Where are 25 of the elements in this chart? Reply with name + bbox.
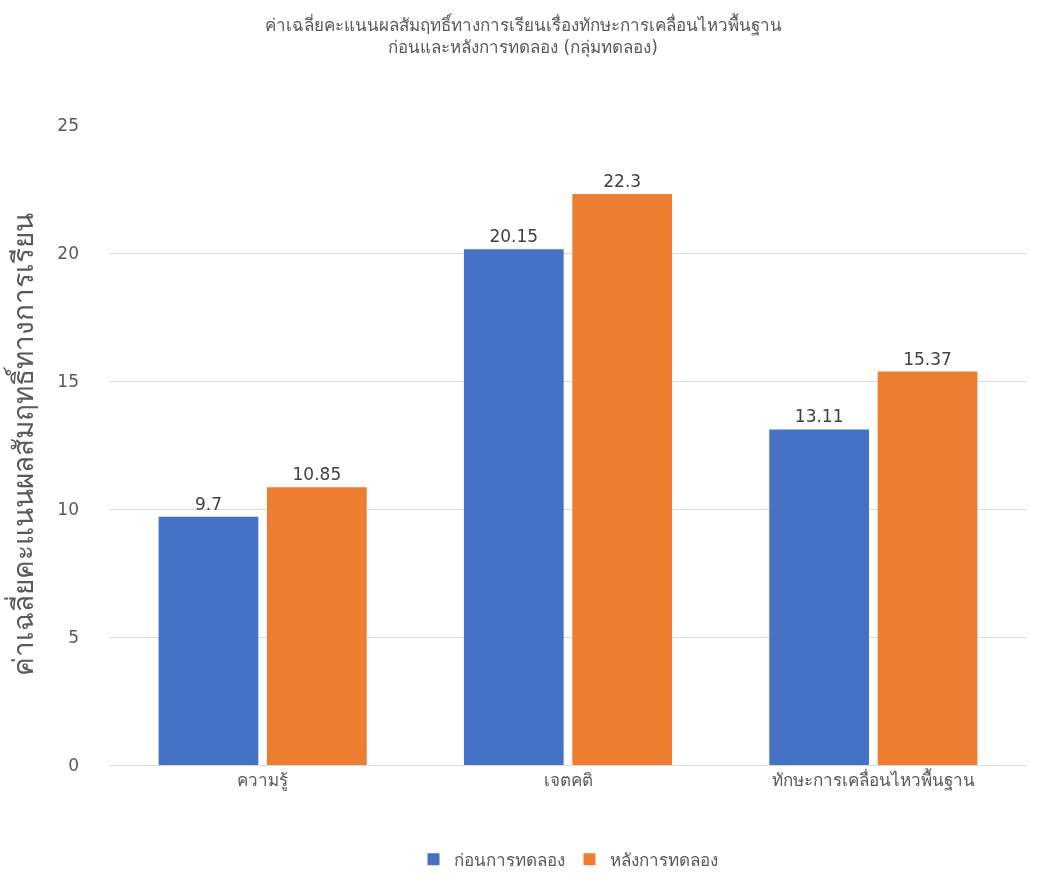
y-tick-label: 0 (68, 754, 79, 775)
y-tick-label: 10 (57, 498, 79, 519)
chart-title: ค่าเฉลี่ยคะแนนผลสัมฤทธิ์ทางการเรียนเรื่องทักษะการเคลื่อนไหวพื้นฐาน ก่อนและหลังการทดลอง (กลุ่มทดลอง) (264, 13, 782, 59)
y-tick-label: 20 (57, 242, 79, 263)
bar (769, 429, 869, 765)
data-label: 22.3 (603, 171, 642, 192)
x-tick-label: เจตคติ (543, 770, 593, 791)
bar (158, 516, 259, 765)
bar (877, 371, 978, 765)
bar (572, 194, 673, 765)
x-tick-label: ความรู้ (237, 770, 289, 792)
y-axis-title: ค่าเฉลี่ยคะแนนผลสัมฤทธิ์ทางการเรียน (3, 213, 41, 677)
data-label: 10.85 (292, 464, 342, 485)
data-label: 15.37 (903, 348, 952, 369)
x-tick-label: ทักษะการเคลื่อนไหวพื้นฐาน (771, 768, 975, 792)
data-label: 9.7 (194, 493, 222, 514)
y-tick-label: 15 (57, 370, 79, 391)
legend-label: หลังการทดลอง (609, 849, 718, 870)
data-label: 13.11 (794, 406, 844, 427)
bar (463, 249, 564, 765)
bar (267, 487, 367, 765)
y-tick-label: 25 (57, 114, 79, 135)
legend-label: ก่อนการทดลอง (453, 849, 565, 870)
y-tick-label: 5 (68, 626, 79, 647)
data-label: 20.15 (489, 226, 539, 247)
